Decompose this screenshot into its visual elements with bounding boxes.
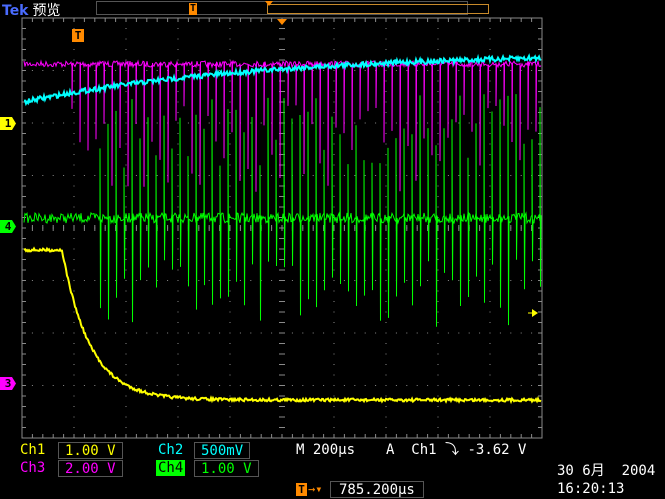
ch4-label[interactable]: Ch4 [156, 460, 186, 476]
mode-label: 预览 [32, 3, 61, 19]
position-trigger-icon: T [296, 483, 307, 496]
trigger-position-icon[interactable] [277, 19, 287, 25]
time-readout: 16:20:13 [557, 481, 625, 497]
graticule [21, 17, 543, 439]
timebase-prefix: M [296, 442, 305, 458]
ch2-label[interactable]: Ch2 [158, 442, 184, 458]
waveform-traces [23, 53, 542, 405]
record-trigger-indicator [265, 1, 273, 6]
ch1-scale[interactable]: 1.00 V [58, 442, 123, 459]
trigger-slope-icon: ⤵ [445, 442, 460, 458]
ch1-waveform [23, 246, 542, 405]
trigger-level-icon[interactable] [532, 309, 538, 317]
trigger-source: Ch1 [411, 442, 437, 458]
trigger-level: -3.62 V [467, 442, 527, 458]
date-readout: 30 6月 2004 [557, 463, 656, 479]
ch4-scale[interactable]: 1.00 V [194, 460, 259, 477]
ch4-waveform [23, 94, 542, 327]
ch3-ground-marker[interactable]: 3 [0, 377, 16, 390]
brand-title: Tek 预览 [2, 0, 61, 20]
ch2-waveform [23, 53, 542, 107]
timebase-readout[interactable]: M 200µs [296, 442, 355, 458]
record-view-window[interactable] [267, 4, 489, 14]
timebase-value: 200µs [312, 442, 356, 458]
ch2-scale[interactable]: 500mV [194, 442, 251, 459]
trigger-point-marker[interactable]: T [72, 29, 84, 42]
horizontal-position[interactable]: 785.200µs [330, 481, 424, 498]
ch3-label[interactable]: Ch3 [20, 460, 46, 476]
ch3-waveform [23, 59, 542, 192]
ch1-label[interactable]: Ch1 [20, 442, 46, 458]
brand-logo: Tek [2, 3, 29, 19]
ch1-ground-marker[interactable]: 1 [0, 117, 16, 130]
position-arrow-icon: →▾ [308, 482, 323, 496]
record-trigger-marker: T [189, 3, 197, 15]
trigger-prefix: A [386, 442, 395, 458]
ch3-scale[interactable]: 2.00 V [58, 460, 123, 477]
trigger-readout[interactable]: A Ch1 ⤵ -3.62 V [386, 442, 526, 458]
ch4-ground-marker[interactable]: 4 [0, 220, 16, 233]
